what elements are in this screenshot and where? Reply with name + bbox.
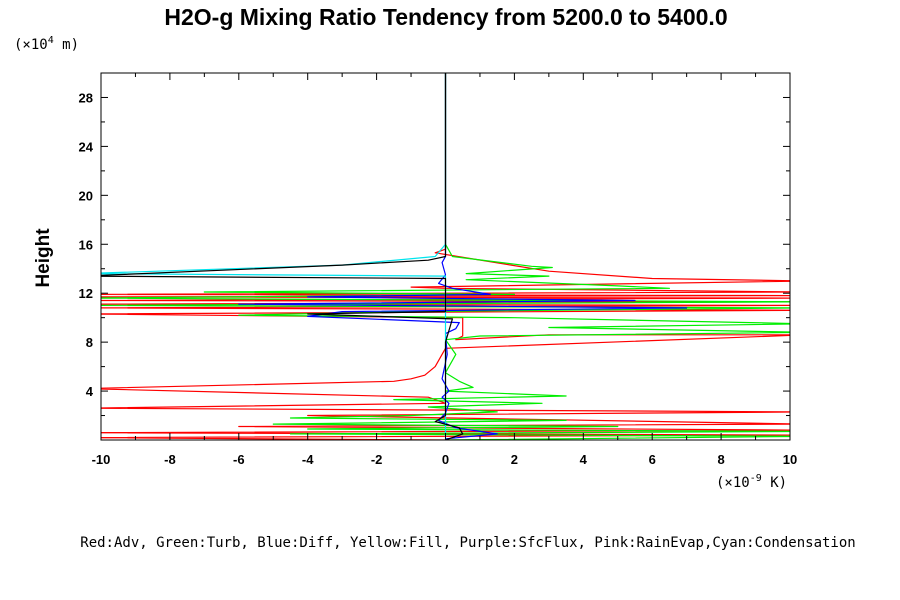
series-line-turb — [101, 73, 790, 440]
y-tick-label: 24 — [79, 139, 94, 154]
x-unit-suffix: K) — [762, 475, 787, 491]
y-tick-label: 16 — [79, 237, 93, 252]
y-unit-suffix: m) — [54, 37, 79, 53]
chart-title: H2O-g Mixing Ratio Tendency from 5200.0 … — [164, 4, 727, 30]
x-tick-label: 0 — [442, 452, 449, 467]
x-tick-label: -10 — [92, 452, 111, 467]
y-unit-exponent: 4 — [48, 35, 54, 46]
series-group — [101, 73, 790, 440]
x-tick-label: 10 — [783, 452, 797, 467]
x-tick-label: -4 — [302, 452, 314, 467]
x-tick-label: 8 — [717, 452, 724, 467]
x-tick-label: -6 — [233, 452, 245, 467]
series-line-net — [101, 73, 464, 440]
y-tick-label: 8 — [86, 335, 93, 350]
y-tick-label: 4 — [86, 384, 94, 399]
x-unit-prefix: (×10 — [716, 475, 750, 491]
y-unit-label: (×104 m) — [14, 35, 79, 53]
y-tick-label: 12 — [79, 286, 93, 301]
x-tick-label: -8 — [164, 452, 176, 467]
y-tick-label: 20 — [79, 188, 93, 203]
x-tick-label: 4 — [580, 452, 588, 467]
y-unit-prefix: (×10 — [14, 37, 48, 53]
y-tick-label: 28 — [79, 90, 93, 105]
legend-text: Red:Adv, Green:Turb, Blue:Diff, Yellow:F… — [80, 535, 855, 551]
x-tick-label: 2 — [511, 452, 518, 467]
x-unit-exponent: -9 — [750, 473, 762, 484]
x-tick-label: 6 — [649, 452, 656, 467]
x-tick-label: -2 — [371, 452, 383, 467]
y-axis-label: Height — [33, 228, 54, 288]
series-line-condensation — [101, 73, 447, 440]
x-unit-label: (×10-9 K) — [716, 473, 787, 491]
